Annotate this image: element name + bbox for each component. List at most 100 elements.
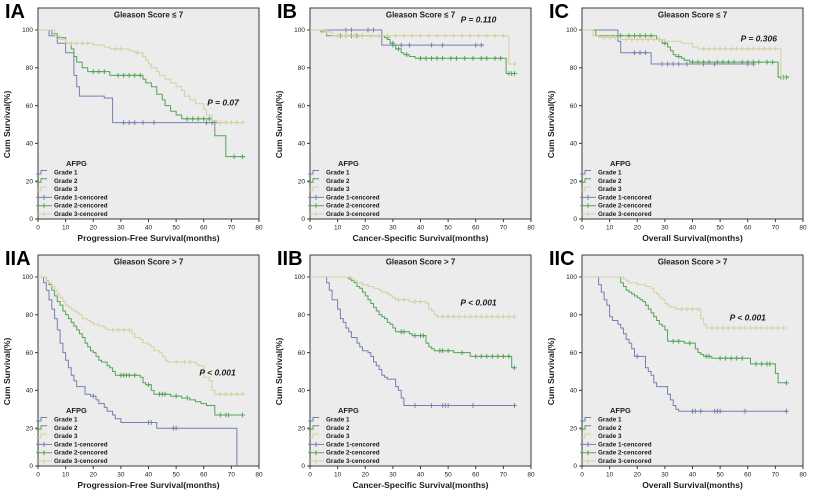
x-tick-label: 50 [717, 225, 725, 232]
x-tick-label: 80 [527, 225, 535, 232]
chart-title: Gleason Score > 7 [114, 258, 184, 267]
legend-line-marker [308, 170, 319, 175]
y-tick-label: 40 [26, 141, 34, 148]
legend-item-label: Grade 2 [54, 178, 78, 185]
x-tick-label: 50 [173, 472, 181, 479]
legend-line-marker [580, 178, 591, 183]
legend-line-marker [36, 417, 47, 422]
p-value-label: P = 0.306 [741, 33, 778, 43]
legend-item-label: Grade 3-cencored [326, 211, 380, 218]
y-axis-title: Cum Survival(%) [2, 91, 12, 159]
y-tick-label: 0 [573, 216, 577, 223]
x-tick-label: 30 [661, 225, 669, 232]
y-axis-title: Cum Survival(%) [274, 91, 284, 159]
panel-label-IA: IA [5, 1, 25, 23]
legend-plus-marker [580, 441, 596, 447]
legend-item-label: Grade 2-cencored [598, 203, 652, 210]
x-tick-label: 40 [689, 225, 697, 232]
legend-item-label: Grade 3-cencored [598, 458, 652, 465]
y-tick-label: 60 [26, 103, 34, 110]
legend-item-label: Grade 2 [54, 425, 78, 432]
km-chart-IB: 0 10 20 30 40 50 60 70 80 0 20 40 60 80 100 Gleason Sco… [274, 7, 535, 243]
y-tick-label: 20 [26, 178, 34, 185]
legend-item-label: Grade 1 [326, 170, 350, 177]
x-tick-label: 50 [173, 225, 181, 232]
chart-title: Gleason Score ≤ 7 [386, 11, 456, 20]
legend-line-marker [36, 433, 47, 439]
x-tick-label: 80 [527, 472, 535, 479]
legend-line-marker [36, 178, 47, 183]
legend-line-marker [580, 425, 591, 430]
x-tick-label: 0 [36, 225, 40, 232]
y-tick-label: 0 [29, 463, 33, 470]
x-axis-title: Overall Survival(months) [642, 233, 743, 243]
y-tick-label: 80 [570, 65, 578, 72]
x-axis-title: Cancer-Specific Survival(months) [352, 233, 488, 243]
legend-header: AFPG [610, 159, 631, 168]
x-tick-label: 70 [228, 472, 236, 479]
legend-item-label: Grade 3-cencored [326, 458, 380, 465]
censor-marks-grade-3 [324, 29, 517, 67]
legend-plus-marker [580, 458, 596, 464]
legend-plus-marker [36, 450, 52, 456]
series-line-grade-1 [582, 276, 787, 412]
x-tick-label: 30 [389, 225, 397, 232]
plot-area [309, 7, 532, 220]
y-tick-label: 0 [29, 216, 33, 223]
legend-line-marker [308, 178, 319, 183]
legend-line-marker [36, 425, 47, 430]
y-tick-label: 100 [22, 27, 33, 34]
legend-item-label: Grade 3 [54, 186, 78, 193]
censor-marks-grade-3 [68, 40, 245, 126]
censor-marks-grade-1 [634, 353, 789, 414]
legend-plus-marker [308, 450, 324, 456]
legend-line-marker [308, 425, 319, 430]
legend-plus-marker [308, 203, 324, 209]
legend-item-label: Grade 2-cencored [326, 450, 380, 457]
y-tick-label: 60 [298, 350, 306, 357]
panel-IC: 0 10 20 30 40 50 60 70 80 0 20 40 60 80 100 Gleason Sco… [544, 0, 815, 247]
legend-item-label: Grade 3-cencored [54, 211, 108, 218]
series-line-grade-3 [582, 276, 787, 329]
x-axis-title: Progression-Free Survival(months) [77, 233, 219, 243]
x-tick-label: 40 [689, 472, 697, 479]
p-value-label: P = 0.110 [461, 14, 497, 24]
legend-item-label: Grade 2-cencored [326, 203, 380, 210]
x-tick-label: 30 [389, 472, 397, 479]
x-tick-label: 10 [334, 472, 342, 479]
panel-label-IIB: IIB [277, 248, 303, 270]
x-axis-title: Progression-Free Survival(months) [77, 480, 219, 490]
legend-header: AFPG [66, 406, 87, 415]
y-axis-title: Cum Survival(%) [546, 338, 556, 406]
y-tick-label: 0 [301, 463, 305, 470]
y-tick-label: 60 [26, 350, 34, 357]
legend-item-label: Grade 1 [54, 417, 78, 424]
censor-marks-grade-3 [110, 327, 245, 397]
series-line-grade-3 [310, 29, 515, 65]
x-tick-label: 20 [362, 472, 370, 479]
legend-line-marker [580, 433, 591, 439]
y-tick-label: 20 [570, 178, 578, 185]
legend-line-marker [308, 186, 319, 192]
legend-item-label: Grade 1-cencored [598, 194, 652, 201]
legend-plus-marker [36, 211, 52, 217]
x-tick-label: 20 [362, 225, 370, 232]
legend-item-label: Grade 2 [326, 425, 350, 432]
x-tick-label: 70 [772, 472, 780, 479]
x-tick-label: 30 [117, 472, 125, 479]
y-tick-label: 60 [570, 350, 578, 357]
y-tick-label: 20 [298, 425, 306, 432]
legend-plus-marker [36, 441, 52, 447]
legend-line-marker [36, 170, 47, 175]
plot-area [37, 254, 260, 467]
series-line-grade-2 [582, 276, 787, 384]
panel-label-IB: IB [277, 1, 297, 23]
censor-marks-grade-2 [90, 69, 245, 160]
p-value-label: P = 0.07 [207, 98, 240, 108]
legend-item-label: Grade 1 [54, 170, 78, 177]
y-tick-label: 40 [298, 141, 306, 148]
km-chart-IC: 0 10 20 30 40 50 60 70 80 0 20 40 60 80 100 Gleason Sco… [546, 7, 807, 243]
x-tick-label: 0 [36, 472, 40, 479]
